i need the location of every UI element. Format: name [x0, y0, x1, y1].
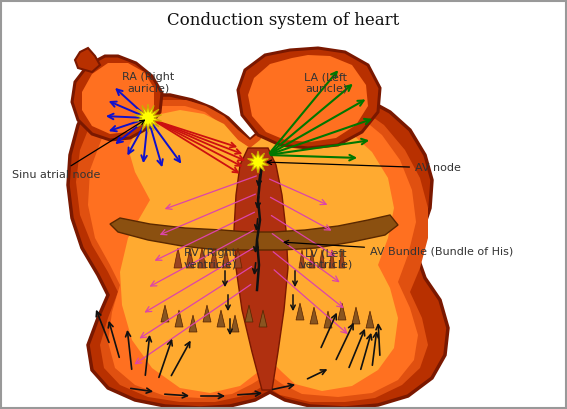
- Polygon shape: [310, 307, 318, 324]
- Text: AV Bundle (Bundle of His): AV Bundle (Bundle of His): [284, 240, 513, 257]
- Polygon shape: [161, 305, 169, 322]
- Polygon shape: [222, 248, 230, 268]
- Text: Conduction system of heart: Conduction system of heart: [167, 12, 399, 29]
- Polygon shape: [134, 104, 162, 132]
- Polygon shape: [338, 303, 346, 320]
- Polygon shape: [309, 250, 315, 268]
- Polygon shape: [339, 250, 345, 268]
- Text: LV (Left
ventricle): LV (Left ventricle): [299, 248, 353, 270]
- Polygon shape: [88, 106, 418, 398]
- Polygon shape: [186, 248, 194, 268]
- Polygon shape: [319, 250, 325, 268]
- Polygon shape: [296, 303, 304, 320]
- Polygon shape: [217, 310, 225, 327]
- Polygon shape: [234, 148, 288, 390]
- Polygon shape: [299, 250, 305, 268]
- Polygon shape: [76, 95, 428, 402]
- Polygon shape: [210, 248, 218, 268]
- Text: AV node: AV node: [267, 160, 461, 173]
- Polygon shape: [329, 250, 335, 268]
- Polygon shape: [248, 151, 268, 173]
- Polygon shape: [174, 248, 182, 268]
- Polygon shape: [175, 310, 183, 327]
- Polygon shape: [259, 310, 267, 327]
- Polygon shape: [324, 311, 332, 328]
- Polygon shape: [203, 305, 211, 322]
- Polygon shape: [234, 248, 242, 268]
- Polygon shape: [110, 215, 398, 250]
- Text: RV (Right
ventricle): RV (Right ventricle): [183, 248, 236, 270]
- Polygon shape: [82, 63, 154, 134]
- Polygon shape: [120, 110, 398, 393]
- Polygon shape: [68, 82, 448, 408]
- Polygon shape: [352, 307, 360, 324]
- Polygon shape: [238, 48, 380, 148]
- Text: Sinu atrial node: Sinu atrial node: [12, 120, 145, 180]
- Polygon shape: [245, 305, 253, 322]
- Polygon shape: [248, 55, 368, 142]
- Polygon shape: [189, 315, 197, 332]
- Polygon shape: [366, 311, 374, 328]
- Polygon shape: [198, 248, 206, 268]
- Polygon shape: [75, 48, 100, 72]
- Text: RA (Right
auricle): RA (Right auricle): [122, 72, 174, 94]
- Polygon shape: [72, 56, 162, 140]
- Text: LA (Left
auricle): LA (Left auricle): [304, 72, 348, 94]
- Polygon shape: [231, 315, 239, 332]
